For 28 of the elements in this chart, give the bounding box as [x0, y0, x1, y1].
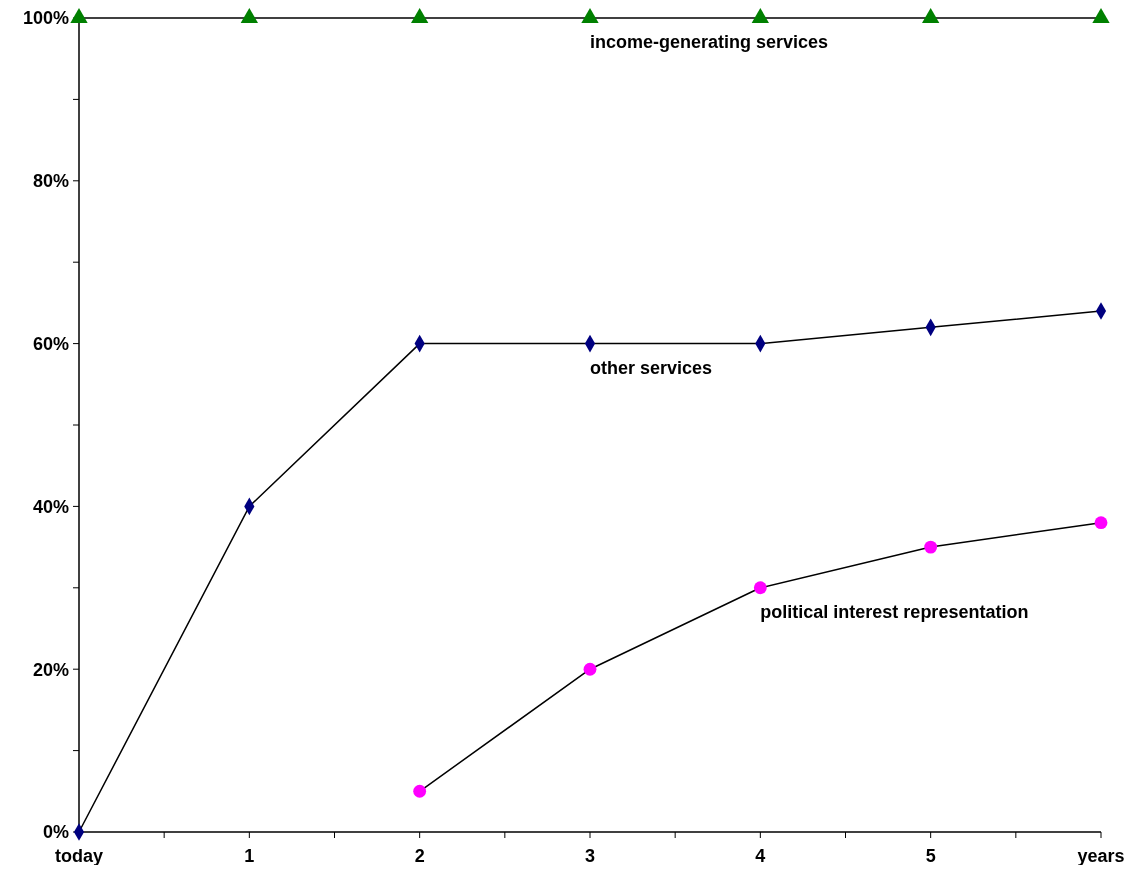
point	[583, 662, 597, 676]
y-tick-label: 20%	[32, 659, 69, 680]
y-tick-label: 0%	[42, 822, 69, 843]
point	[411, 8, 429, 23]
point	[1094, 516, 1108, 530]
x-tick-label: 5	[925, 846, 936, 866]
x-tick-label: 4	[755, 846, 766, 866]
x-tick-label: today	[54, 846, 104, 866]
x-tick-label: 3	[584, 846, 596, 866]
point	[922, 8, 940, 23]
y-tick-label: 60%	[32, 333, 69, 354]
point	[70, 8, 88, 23]
series-label: other services	[590, 357, 713, 378]
point	[240, 8, 258, 23]
y-tick-label: 80%	[32, 171, 69, 192]
x-tick-label: years	[1077, 846, 1125, 866]
series-label: political interest representation	[760, 601, 1029, 622]
point	[751, 8, 769, 23]
point	[413, 784, 427, 798]
x-tick-label: 2	[414, 846, 425, 866]
point	[753, 581, 767, 595]
x-tick-label: 1	[244, 846, 255, 866]
point	[1092, 8, 1110, 23]
y-tick-label: 100%	[22, 8, 69, 29]
y-tick-label: 40%	[32, 496, 69, 517]
point	[924, 540, 938, 554]
series-label: income-generating services	[590, 32, 829, 52]
point	[581, 8, 599, 23]
